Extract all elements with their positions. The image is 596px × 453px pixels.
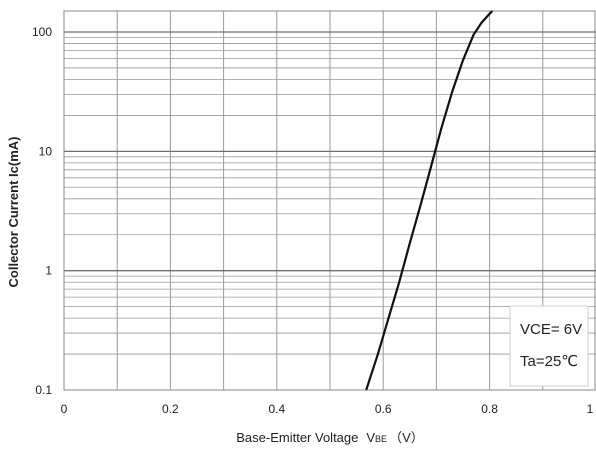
y-axis-title: Collector Current Ic(mA) [6, 137, 21, 288]
x-axis-subscript: BE [375, 434, 387, 444]
grid [64, 11, 596, 390]
y-tick-label: 100 [32, 25, 52, 39]
x-tick-label: 0.2 [162, 402, 179, 416]
x-tick-label: 0.8 [481, 402, 498, 416]
x-tick-labels: 0 0.2 0.4 0.6 0.8 1 [61, 402, 594, 416]
y-tick-label: 10 [39, 144, 53, 158]
x-tick-label: 1 [587, 402, 594, 416]
x-tick-label: 0.4 [268, 402, 285, 416]
y-tick-label: 0.1 [35, 383, 52, 397]
x-axis-symbol: V [366, 430, 375, 445]
series-line [365, 10, 494, 391]
y-tick-label: 1 [45, 264, 52, 278]
x-axis-label: Base-Emitter Voltage [236, 430, 358, 445]
x-axis-unit: （V） [389, 430, 424, 445]
y-tick-labels: 0.1 1 10 100 [32, 25, 52, 397]
x-tick-label: 0 [61, 402, 68, 416]
x-tick-label: 0.6 [375, 402, 392, 416]
plot-frame [63, 10, 596, 391]
annotation-ta: Ta=25℃ [520, 353, 578, 370]
legend-box: VCE= 6V Ta=25℃ [509, 305, 589, 387]
annotation-vce: VCE= 6V [520, 321, 582, 338]
x-axis-title: Base-Emitter Voltage VBE （V） [236, 430, 423, 445]
